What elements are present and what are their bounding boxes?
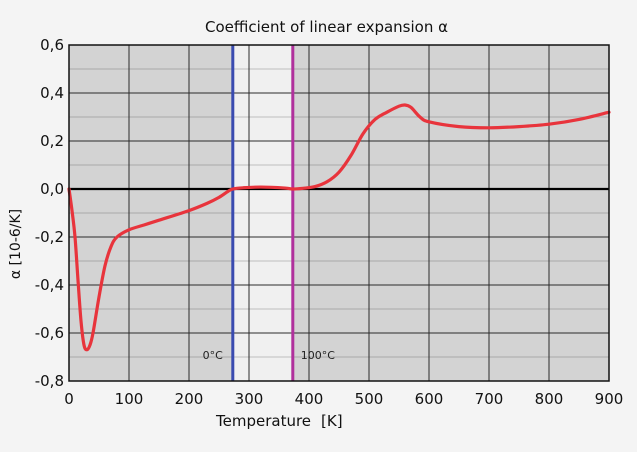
x-tick-label: 200 (175, 390, 204, 408)
y-tick-label: 0,2 (40, 132, 64, 150)
x-tick-label: 400 (295, 390, 324, 408)
marker-label-1: 100°C (301, 349, 335, 362)
x-axis-label-text: Temperature (216, 412, 312, 430)
x-axis-label-unit: [K] (321, 412, 343, 430)
x-tick-label: 800 (535, 390, 564, 408)
y-tick-label: -0,2 (35, 228, 64, 246)
y-tick-label: -0,6 (35, 324, 64, 342)
x-tick-label: 500 (355, 390, 384, 408)
x-tick-label: 100 (115, 390, 144, 408)
y-tick-label: 0,0 (40, 180, 64, 198)
chart-title: Coefficient of linear expansion α (205, 18, 448, 36)
gridlines (68, 44, 610, 382)
x-axis-label: Temperature [K] (216, 412, 343, 430)
x-tick-label: 600 (415, 390, 444, 408)
x-tick-label: 700 (475, 390, 504, 408)
x-tick-label: 0 (64, 390, 74, 408)
y-tick-label: -0,8 (35, 372, 64, 390)
plot-frame (68, 44, 610, 382)
y-tick-label: 0,6 (40, 36, 64, 54)
y-axis-label: α [10-6/K] (8, 208, 24, 280)
x-tick-label: 900 (595, 390, 624, 408)
y-axis-label-container: α [10-6/K] (4, 174, 28, 314)
marker-label-0: 0°C (203, 349, 223, 362)
x-tick-label: 300 (235, 390, 264, 408)
y-tick-label: 0,4 (40, 84, 64, 102)
series-line-0 (67, 103, 611, 352)
y-tick-label: -0,4 (35, 276, 64, 294)
